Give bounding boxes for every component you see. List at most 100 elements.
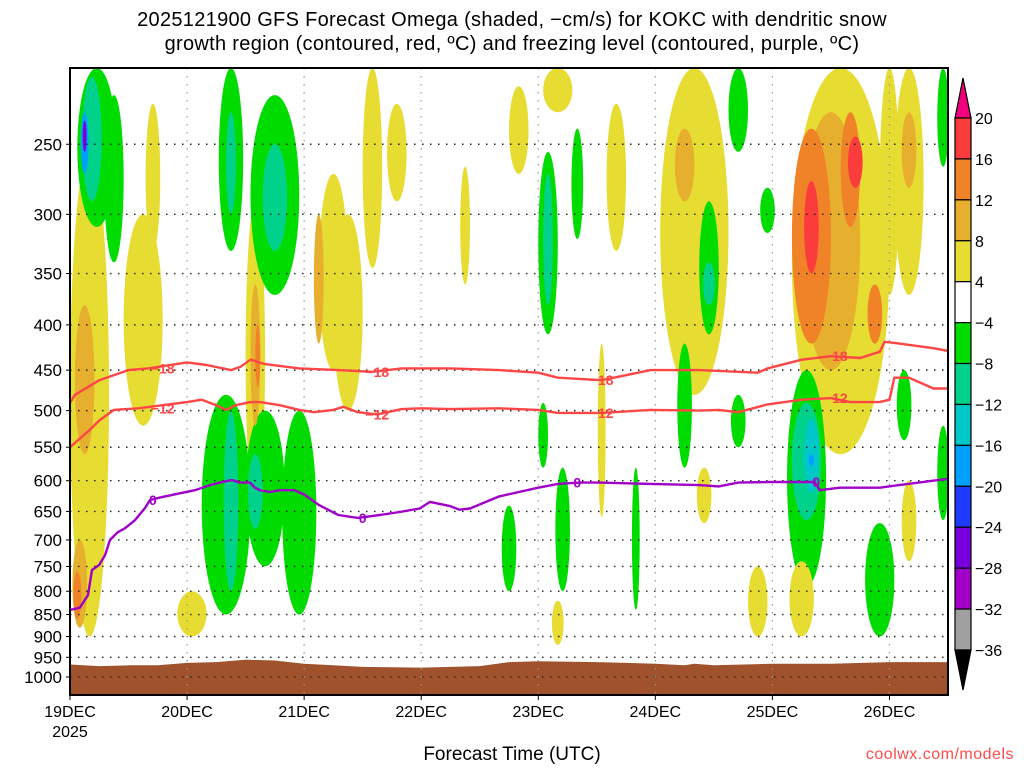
omega-shading xyxy=(70,68,948,645)
x-tick-label: 26DEC xyxy=(864,704,916,721)
downward-motion-region xyxy=(501,505,517,592)
chart-title-line-2: growth region (contoured, red, ºC) and f… xyxy=(164,33,860,55)
downward-motion-region xyxy=(555,467,570,592)
x-axis-label: Forecast Time (UTC) xyxy=(423,744,601,765)
x-tick-label: 25DEC xyxy=(747,704,799,721)
downward-motion-region xyxy=(808,454,815,467)
downward-motion-region xyxy=(760,187,775,234)
downward-motion-region xyxy=(677,343,692,468)
colorbar-label: −32 xyxy=(975,602,1002,619)
downward-motion-region xyxy=(248,454,263,529)
contours: −18 −18 −18 −18 −12 −12 −12 −12 0 0 0 0 xyxy=(70,340,948,612)
y-tick-label: 800 xyxy=(34,582,62,601)
upward-motion-region xyxy=(660,68,729,395)
y-tick-label: 1000 xyxy=(24,668,62,687)
upward-motion-region xyxy=(250,284,261,426)
upward-motion-region xyxy=(313,214,324,344)
contour-label: 0 xyxy=(149,492,157,508)
contour-label: −12 xyxy=(590,405,614,421)
dgz-minus12-line xyxy=(70,376,948,449)
downward-motion-region xyxy=(226,112,236,215)
upward-motion-region xyxy=(597,343,606,518)
y-tick-label: 850 xyxy=(34,606,62,625)
colorbar-label: −16 xyxy=(975,438,1002,455)
terrain-fill xyxy=(70,659,948,695)
upward-motion-region xyxy=(509,86,529,174)
y-tick-label: 900 xyxy=(34,627,62,646)
colorbar-label: 4 xyxy=(975,275,984,292)
contour-label: −12 xyxy=(824,390,848,406)
upward-motion-region xyxy=(901,480,917,562)
colorbar-bin xyxy=(954,444,972,487)
upward-motion-region xyxy=(901,112,917,188)
upward-motion-region xyxy=(789,561,814,637)
downward-motion-region xyxy=(896,370,912,441)
upward-motion-region xyxy=(804,180,819,274)
contour-label: −12 xyxy=(151,400,175,416)
y-tick-label: 750 xyxy=(34,557,62,576)
upward-motion-region xyxy=(255,324,261,387)
colorbar-bin xyxy=(954,403,972,446)
colorbar-bin xyxy=(954,567,972,610)
downward-motion-region xyxy=(82,120,87,152)
downward-motion-region xyxy=(543,173,553,306)
upward-motion-region xyxy=(460,166,470,285)
x-tick-label: 21DEC xyxy=(278,704,330,721)
contour-label: −18 xyxy=(590,372,614,388)
colorbar-label: −12 xyxy=(975,397,1002,414)
colorbar-label: −24 xyxy=(975,520,1002,537)
contour-label: 0 xyxy=(573,475,581,491)
grid-lines xyxy=(70,68,948,695)
contour-label: 0 xyxy=(359,510,367,526)
downward-motion-region xyxy=(730,394,746,448)
upward-motion-region xyxy=(606,103,627,251)
downward-motion-region xyxy=(82,77,102,202)
upward-motion-region xyxy=(73,571,82,620)
y-tick-label: 650 xyxy=(34,502,62,521)
colorbar-label: −8 xyxy=(975,357,993,374)
x-tick-label: 20DEC xyxy=(161,704,213,721)
colorbar-label: −36 xyxy=(975,643,1002,660)
y-tick-label: 300 xyxy=(34,205,62,224)
upward-motion-region xyxy=(333,214,363,411)
contour-label: 0 xyxy=(812,474,820,490)
colorbar-bin xyxy=(954,608,972,651)
y-tick-label: 950 xyxy=(34,648,62,667)
colorbar: 20 16 12 8 4 −4 −8 −12 −16 −20 −24 −28 −32 −36 xyxy=(954,77,1002,691)
colorbar-bin xyxy=(954,240,972,283)
downward-motion-region xyxy=(937,68,948,167)
colorbar-bottom-arrow xyxy=(954,649,972,691)
colorbar-bin xyxy=(954,362,972,406)
colorbar-label: 12 xyxy=(975,193,993,210)
upward-motion-region xyxy=(674,128,695,202)
y-tick-label: 450 xyxy=(34,361,62,380)
colorbar-top-arrow xyxy=(954,77,972,119)
colorbar-bin xyxy=(954,322,972,365)
x-tick-label: 23DEC xyxy=(512,704,564,721)
dgz-minus18-line xyxy=(70,340,948,404)
contour-label: −12 xyxy=(365,406,389,422)
upward-motion-region xyxy=(362,68,383,269)
colorbar-label: −28 xyxy=(975,561,1002,578)
y-tick-label: 250 xyxy=(34,135,62,154)
downward-motion-region xyxy=(104,95,124,263)
downward-motion-region xyxy=(865,523,895,637)
upward-motion-region xyxy=(696,467,712,524)
downward-motion-region xyxy=(571,128,584,240)
y-tick-label: 550 xyxy=(34,438,62,457)
y-tick-label: 400 xyxy=(34,316,62,335)
y-tick-label: 500 xyxy=(34,402,62,421)
upward-motion-region xyxy=(177,591,207,637)
downward-motion-region xyxy=(703,262,715,306)
x-tick-year-label: 2025 xyxy=(52,724,88,741)
y-tick-label: 600 xyxy=(34,472,62,491)
contour-label: −18 xyxy=(824,348,848,364)
freezing-level-0-line xyxy=(70,477,948,612)
upward-motion-region xyxy=(387,103,407,202)
upward-motion-region xyxy=(123,214,163,426)
upward-motion-region xyxy=(543,68,573,113)
downward-motion-region xyxy=(937,425,948,521)
colorbar-bin xyxy=(954,117,972,160)
colorbar-label: −4 xyxy=(975,316,993,333)
downward-motion-region xyxy=(223,410,239,592)
